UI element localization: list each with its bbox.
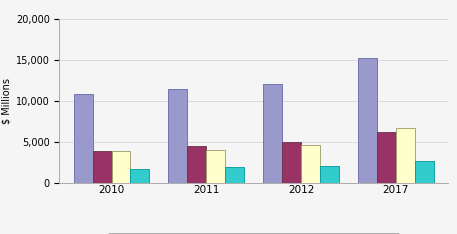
Bar (358, 58, 377, 183)
Bar (93, 151, 112, 183)
Bar (206, 150, 225, 183)
Y-axis label: $ Millions: $ Millions (2, 78, 11, 124)
Bar (263, 84, 282, 183)
Bar (414, 161, 434, 183)
Bar (320, 166, 339, 183)
Bar (168, 89, 187, 183)
Bar (225, 167, 244, 183)
Bar (282, 142, 301, 183)
Bar (74, 94, 93, 183)
Bar (112, 151, 130, 183)
Bar (187, 146, 206, 183)
Legend: X-ray/computed tomography, Ultrasound, Magnetic resonance imaging, Positron emis: X-ray/computed tomography, Ultrasound, M… (108, 233, 399, 234)
Bar (301, 145, 320, 183)
Bar (377, 132, 396, 183)
Bar (130, 168, 149, 183)
Bar (396, 128, 414, 183)
